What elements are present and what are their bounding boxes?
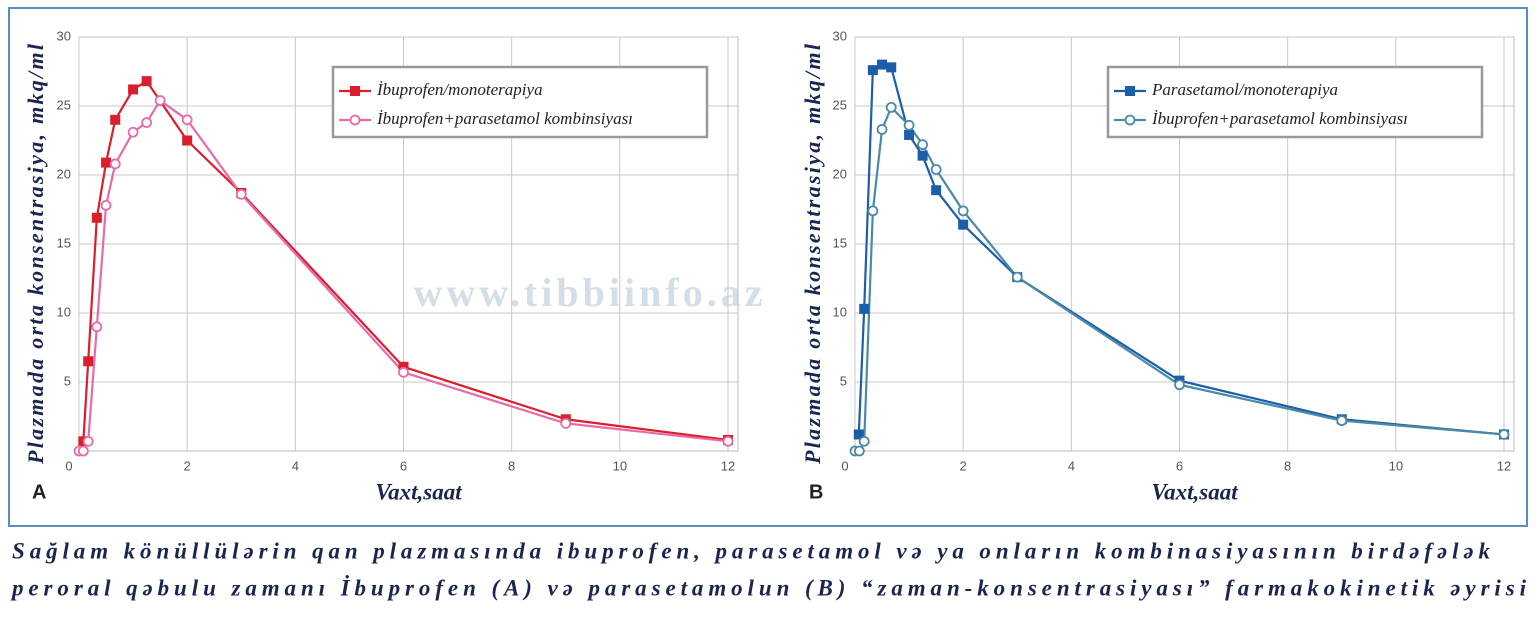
marker	[109, 158, 121, 170]
y-tick-label: 10	[57, 304, 71, 319]
marker	[858, 435, 870, 447]
marker	[91, 321, 103, 333]
x-axis-label: Vaxt,saat	[375, 479, 462, 504]
watermark: www.tibbiinfo.az	[414, 270, 767, 315]
y-tick-label: 5	[840, 373, 847, 388]
legend-marker	[1125, 86, 1135, 96]
caption-line: Sağlam könüllülərin qan plazmasında ibup…	[12, 538, 1491, 563]
x-tick-label: 12	[721, 458, 735, 473]
x-tick-label: 4	[1068, 458, 1075, 473]
marker	[100, 199, 112, 211]
marker	[867, 205, 879, 217]
x-tick-label: 2	[184, 458, 191, 473]
y-tick-label: 20	[57, 166, 71, 181]
y-tick-label: 15	[833, 235, 847, 250]
marker	[128, 84, 139, 95]
marker	[903, 119, 915, 131]
marker	[877, 59, 888, 70]
marker	[83, 356, 94, 367]
marker	[853, 445, 865, 457]
marker	[1498, 429, 1510, 440]
marker	[181, 114, 193, 126]
x-axis-label: Vaxt,saat	[1151, 479, 1238, 504]
marker	[1174, 379, 1185, 391]
y-axis-label: Plazmada orta konsentrasiya, mkq/ml	[23, 43, 48, 465]
x-tick-label: 8	[1284, 458, 1291, 473]
y-tick-label: 15	[57, 235, 71, 250]
marker	[127, 126, 139, 138]
x-tick-label: 0	[65, 458, 72, 473]
series-line	[79, 99, 729, 453]
series-line	[82, 80, 729, 442]
marker	[91, 212, 102, 223]
caption-line: peroral qəbulu zamanı İbuprofen (A) və p…	[10, 574, 1527, 600]
marker	[235, 188, 247, 200]
x-tick-label: 4	[292, 458, 299, 473]
marker	[1336, 415, 1348, 427]
marker	[560, 417, 572, 429]
marker	[141, 117, 153, 128]
legend-marker	[349, 114, 361, 126]
marker	[853, 429, 864, 440]
marker	[917, 139, 929, 151]
marker	[957, 205, 969, 217]
x-tick-label: 10	[613, 458, 627, 473]
marker	[141, 76, 152, 87]
y-tick-label: 30	[57, 28, 71, 43]
x-tick-label: 8	[508, 458, 515, 473]
x-tick-label: 10	[1389, 458, 1403, 473]
legend-marker	[350, 86, 360, 96]
panel-label: B	[809, 481, 823, 503]
y-tick-label: 20	[833, 166, 847, 181]
marker	[110, 114, 121, 125]
marker	[886, 62, 897, 73]
marker	[931, 185, 942, 196]
x-tick-label: 2	[960, 458, 967, 473]
marker	[182, 135, 193, 146]
marker	[958, 219, 969, 230]
marker	[930, 164, 942, 175]
figure-border	[8, 7, 1528, 527]
marker	[101, 157, 112, 168]
marker	[904, 129, 915, 140]
y-tick-label: 10	[833, 304, 847, 319]
marker	[859, 303, 870, 314]
legend-label: İbuprofen/monoterapiya	[376, 80, 543, 99]
marker	[885, 101, 897, 113]
marker	[876, 124, 888, 135]
marker	[82, 435, 94, 447]
x-tick-label: 6	[1176, 458, 1183, 473]
marker	[398, 361, 409, 372]
panel-label: A	[32, 481, 46, 503]
marker	[917, 150, 928, 161]
marker	[77, 445, 89, 457]
marker	[867, 65, 878, 76]
legend-label: İbuprofen+parasetamol kombinsiyası	[376, 109, 633, 128]
legend-label: İbuprofen+parasetamol kombinsiyası	[1151, 109, 1408, 128]
x-tick-label: 6	[400, 458, 407, 473]
y-tick-label: 5	[64, 373, 71, 388]
y-tick-label: 30	[833, 28, 847, 43]
legend-box	[331, 65, 709, 139]
legend-box	[1106, 65, 1484, 139]
y-axis-label: Plazmada orta konsentrasiya, mkq/ml	[800, 43, 825, 465]
marker	[398, 366, 409, 378]
y-tick-label: 25	[57, 97, 71, 112]
y-tick-label: 25	[833, 97, 847, 112]
marker	[1011, 271, 1023, 283]
series-line	[855, 106, 1505, 453]
legend-label: Parasetamol/monoterapiya	[1151, 80, 1338, 99]
x-tick-label: 12	[1497, 458, 1511, 473]
marker	[154, 95, 166, 106]
legend-marker	[1124, 114, 1136, 126]
marker	[722, 435, 734, 447]
x-tick-label: 0	[841, 458, 848, 473]
